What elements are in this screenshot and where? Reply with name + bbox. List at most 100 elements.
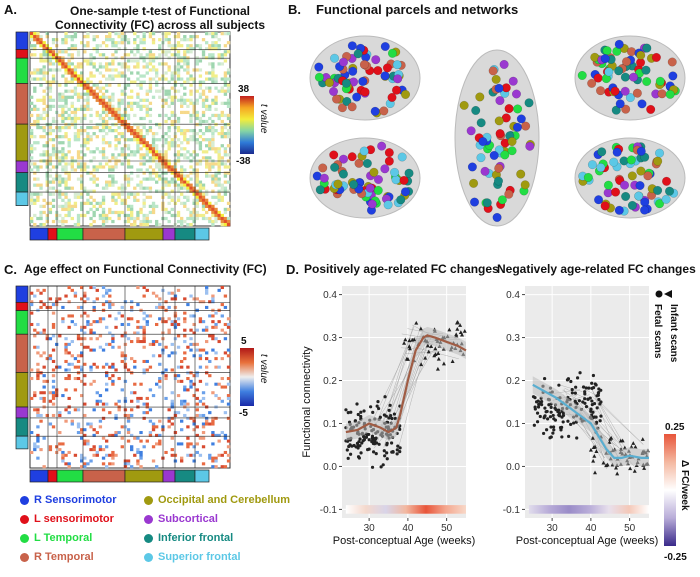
fetal-point <box>383 395 387 399</box>
fetal-point <box>395 448 399 452</box>
matrix-cell <box>64 359 68 363</box>
infant-point <box>425 343 430 348</box>
matrix-cell <box>139 465 143 469</box>
matrix-cell <box>123 83 128 87</box>
matrix-cell <box>76 98 81 102</box>
parcel-node <box>319 173 329 183</box>
matrix-cell <box>208 32 212 36</box>
matrix-cell <box>64 68 68 72</box>
matrix-cell <box>205 95 209 99</box>
matrix-cell <box>139 183 143 187</box>
matrix-cell <box>45 174 49 178</box>
matrix-cell <box>195 153 199 157</box>
matrix-cell <box>36 413 40 418</box>
fetal-point <box>557 383 561 387</box>
matrix-cell <box>117 41 121 45</box>
matrix-cell <box>158 168 162 172</box>
matrix-cell <box>205 340 209 344</box>
matrix-cell <box>48 305 53 309</box>
matrix-cell <box>155 322 159 327</box>
matrix-cell <box>148 107 153 112</box>
matrix-cell <box>220 385 224 389</box>
x-tick-label: 30 <box>547 523 559 534</box>
matrix-cell <box>83 413 87 418</box>
matrix-cell <box>120 359 124 363</box>
matrix-cell <box>111 379 115 383</box>
matrix-cell <box>136 132 140 136</box>
matrix-cell <box>136 44 140 48</box>
network-strip-left <box>15 302 29 311</box>
matrix-cell <box>183 357 187 361</box>
matrix-cell <box>39 68 43 72</box>
colorbar-d-min: -0.25 <box>664 552 687 563</box>
matrix-cell <box>61 113 65 118</box>
matrix-cell <box>76 80 81 84</box>
matrix-cell <box>145 71 149 75</box>
matrix-cell <box>89 286 93 290</box>
matrix-cell <box>64 71 68 75</box>
matrix-cell <box>183 110 187 115</box>
matrix-cell <box>45 104 49 108</box>
matrix-cell <box>217 288 221 292</box>
matrix-cell <box>158 56 162 60</box>
fetal-point <box>346 411 350 415</box>
matrix-cell <box>158 342 162 346</box>
colorbar-d-title: Δ FC/week <box>679 460 690 511</box>
matrix-cell <box>130 80 134 84</box>
matrix-cell <box>217 89 221 93</box>
matrix-cell <box>55 125 59 130</box>
matrix-cell <box>120 210 124 215</box>
matrix-cell <box>95 135 99 139</box>
matrix-cell <box>64 207 68 212</box>
fetal-point <box>385 451 389 455</box>
matrix-cell <box>176 156 181 160</box>
matrix-cell <box>145 98 149 102</box>
matrix-cell <box>51 129 56 133</box>
matrix-cell <box>145 150 149 154</box>
matrix-cell <box>80 195 84 199</box>
matrix-cell <box>64 183 68 187</box>
matrix-cell <box>164 32 168 36</box>
matrix-cell <box>226 68 231 72</box>
fetal-point <box>378 415 382 419</box>
matrix-cell <box>158 77 162 81</box>
fetal-point <box>359 451 363 455</box>
matrix-cell <box>33 89 37 93</box>
matrix-cell <box>180 201 184 205</box>
fetal-point <box>590 381 594 385</box>
legend-l-temporal: L Temporal <box>20 532 92 544</box>
matrix-cell <box>89 86 93 90</box>
matrix-cell <box>139 74 143 78</box>
matrix-cell <box>198 436 203 440</box>
matrix-cell <box>39 59 43 63</box>
infant-point <box>462 328 467 333</box>
matrix-cell <box>36 345 40 349</box>
matrix-cell <box>130 216 134 221</box>
parcel-node <box>500 150 510 160</box>
parcel-node <box>362 158 372 168</box>
matrix-cell <box>42 68 46 72</box>
matrix-cell <box>105 342 109 346</box>
matrix-cell <box>223 351 228 355</box>
matrix-cell <box>36 116 40 121</box>
matrix-cell <box>83 465 87 469</box>
matrix-cell <box>217 213 221 218</box>
matrix-cell <box>95 177 99 181</box>
matrix-cell <box>70 122 74 127</box>
matrix-cell <box>186 416 190 420</box>
matrix-cell <box>139 138 143 142</box>
matrix-cell <box>214 41 218 45</box>
matrix-cell <box>80 156 84 160</box>
matrix-cell <box>226 439 231 443</box>
matrix-cell <box>176 334 181 338</box>
parcel-node <box>369 167 379 177</box>
matrix-cell <box>89 74 93 78</box>
matrix-cell <box>51 74 56 78</box>
matrix-cell <box>126 180 131 184</box>
matrix-cell <box>105 101 109 105</box>
matrix-cell <box>158 153 162 157</box>
matrix-cell <box>76 138 81 142</box>
matrix-cell <box>205 325 209 329</box>
matrix-cell <box>192 419 196 423</box>
matrix-cell <box>39 331 43 335</box>
